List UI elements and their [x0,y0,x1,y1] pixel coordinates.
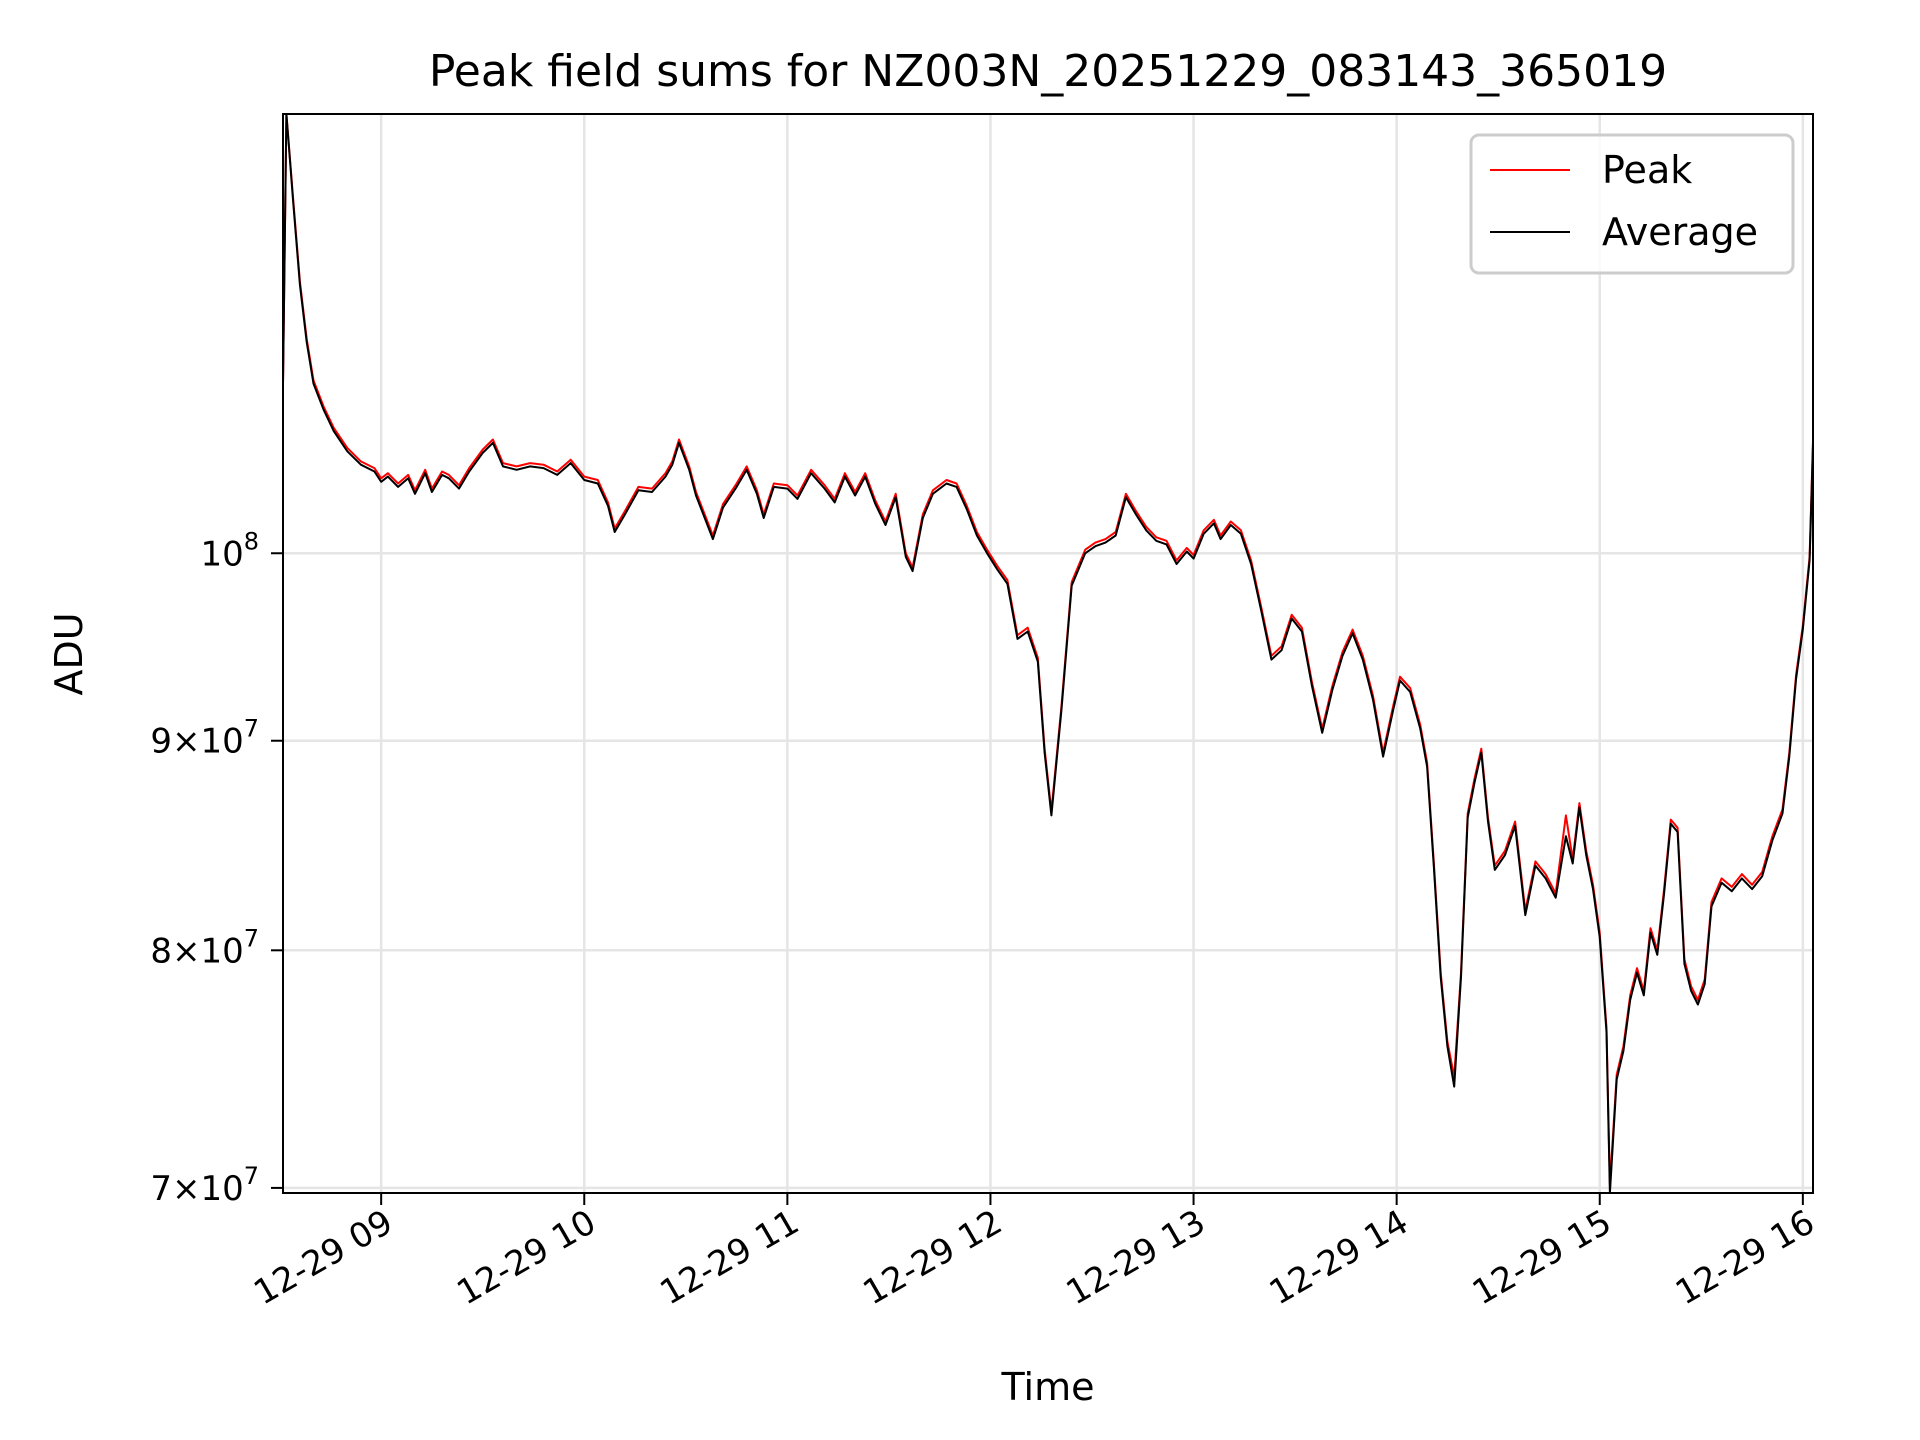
legend: Peak Average [1469,133,1795,275]
y-tick-label: 108 [200,527,259,574]
legend-label-peak: Peak [1602,148,1692,192]
grid [283,114,1813,1193]
y-tick-label: 8×107 [150,924,259,971]
y-axis-label: ADU [47,612,91,695]
y-tick-times: × [172,1169,201,1209]
legend-label-average: Average [1602,210,1758,254]
y-tick-label: 7×107 [150,1162,259,1209]
y-tick-exponent: 7 [244,924,259,952]
y-tick-exponent: 7 [244,715,259,743]
y-tick-times: × [172,931,201,971]
y-tick-base: 10 [200,534,243,574]
y-tick-mantissa: 9 [150,722,172,762]
y-tick-times: × [172,722,201,762]
series-average-line [282,113,1814,1194]
y-tick-exponent: 8 [244,527,259,555]
y-tick-mantissa: 8 [150,931,172,971]
y-tick-label: 9×107 [150,715,259,762]
chart-title: Peak field sums for NZ003N_20251229_0831… [429,46,1667,97]
y-tick-base: 10 [200,722,243,762]
x-axis-label: Time [1001,1365,1095,1409]
y-tick-mantissa: 7 [150,1169,172,1209]
y-tick-base: 10 [200,1169,243,1209]
plot-frame [282,113,1814,1194]
plot-area [282,113,1814,1194]
y-tick-exponent: 7 [244,1162,259,1190]
y-tick-base: 10 [200,931,243,971]
